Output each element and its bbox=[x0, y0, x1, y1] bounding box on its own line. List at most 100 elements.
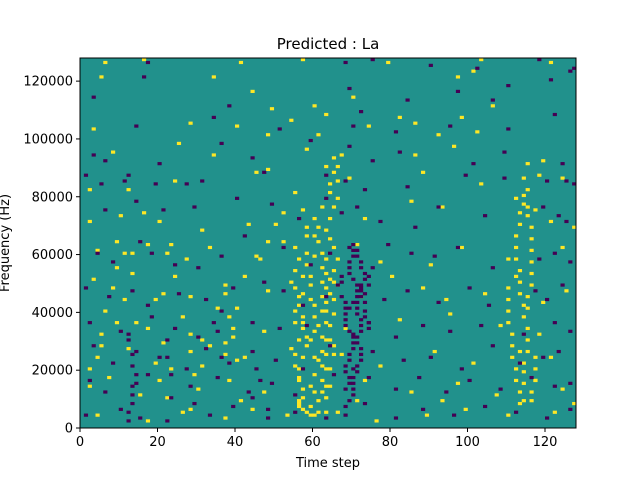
heatmap-cell-high bbox=[266, 289, 271, 293]
heatmap-cell-high bbox=[300, 58, 306, 62]
heatmap-cell-high bbox=[266, 167, 271, 172]
heatmap-cell-low bbox=[355, 295, 360, 299]
heatmap-cell-high bbox=[300, 407, 306, 411]
heatmap-cell-low bbox=[432, 254, 437, 258]
heatmap-cell-low bbox=[347, 399, 352, 403]
heatmap-cell-high bbox=[130, 251, 135, 255]
heatmap-cell-high bbox=[304, 234, 309, 238]
heatmap-cell-low bbox=[351, 335, 356, 339]
heatmap-cell-low bbox=[359, 266, 364, 270]
heatmap-cell-high bbox=[517, 349, 523, 354]
heatmap-cell-high bbox=[95, 413, 100, 417]
heatmap-cell-low bbox=[560, 283, 565, 287]
heatmap-cell-low bbox=[122, 179, 127, 183]
heatmap-cell-high bbox=[188, 295, 193, 299]
heatmap-cell-high bbox=[506, 413, 511, 417]
heatmap-cell-high bbox=[440, 205, 445, 209]
heatmap-cell-high bbox=[215, 306, 220, 310]
heatmap-cell-high bbox=[320, 309, 325, 313]
heatmap-cell-low bbox=[405, 185, 410, 189]
heatmap-cell-low bbox=[339, 295, 344, 299]
heatmap-cell-low bbox=[219, 254, 224, 258]
heatmap-cell-high bbox=[525, 214, 530, 218]
heatmap-cell-high bbox=[529, 248, 534, 252]
heatmap-cell-low bbox=[87, 378, 92, 383]
heatmap-cell-high bbox=[525, 349, 530, 354]
heatmap-cell-high bbox=[517, 292, 523, 296]
heatmap-cell-high bbox=[490, 104, 495, 108]
heatmap-cell-high bbox=[180, 315, 185, 319]
heatmap-cell-low bbox=[250, 349, 255, 354]
heatmap-cell-high bbox=[316, 358, 321, 362]
heatmap-cell-low bbox=[293, 410, 298, 414]
heatmap-cell-low bbox=[343, 323, 348, 328]
heatmap-cell-high bbox=[87, 219, 92, 224]
heatmap-cell-high bbox=[331, 205, 337, 209]
heatmap-cell-low bbox=[134, 349, 139, 354]
heatmap-cell-high bbox=[510, 355, 515, 359]
heatmap-cell-high bbox=[320, 266, 325, 270]
heatmap-cell-high bbox=[130, 271, 135, 276]
heatmap-cell-high bbox=[328, 190, 333, 195]
heatmap-cell-high bbox=[324, 384, 329, 388]
heatmap-cell-low bbox=[370, 349, 375, 354]
heatmap-cell-high bbox=[525, 326, 530, 331]
heatmap-cell-high bbox=[324, 271, 329, 276]
heatmap-cell-high bbox=[421, 286, 426, 290]
heatmap-cell-high bbox=[316, 133, 321, 137]
heatmap-cell-low bbox=[529, 375, 534, 380]
heatmap-cell-high bbox=[564, 289, 569, 293]
heatmap-cell-low bbox=[130, 289, 135, 293]
heatmap-cell-high bbox=[351, 95, 356, 99]
heatmap-cell-low bbox=[254, 367, 259, 371]
heatmap-cell-high bbox=[521, 361, 526, 365]
heatmap-cell-high bbox=[459, 245, 464, 250]
heatmap-cell-low bbox=[351, 375, 356, 380]
heatmap-cell-low bbox=[502, 150, 507, 154]
heatmap-cell-low bbox=[173, 263, 178, 267]
heatmap-cell-low bbox=[262, 280, 267, 284]
heatmap-cell-high bbox=[300, 396, 306, 400]
heatmap-cell-high bbox=[308, 283, 313, 287]
heatmap-cell-high bbox=[328, 367, 333, 371]
heatmap-cell-high bbox=[95, 355, 100, 359]
heatmap-cell-low bbox=[83, 413, 89, 417]
heatmap-cell-high bbox=[324, 286, 329, 290]
heatmap-cell-low bbox=[269, 202, 275, 206]
heatmap-cell-low bbox=[347, 271, 352, 276]
heatmap-cell-high bbox=[421, 170, 426, 174]
heatmap-cell-high bbox=[223, 341, 228, 345]
heatmap-cell-high bbox=[324, 352, 329, 357]
heatmap-cell-high bbox=[335, 179, 340, 183]
heatmap-cell-low bbox=[343, 404, 348, 409]
heatmap-cell-low bbox=[262, 170, 267, 174]
heatmap-cell-low bbox=[126, 410, 131, 414]
chart-title: Predicted : La bbox=[277, 35, 380, 53]
heatmap-cell-high bbox=[328, 237, 333, 241]
heatmap-cell-high bbox=[366, 124, 371, 128]
heatmap-cell-low bbox=[362, 271, 368, 276]
heatmap-cell-low bbox=[436, 300, 441, 304]
heatmap-cell-low bbox=[324, 416, 329, 420]
heatmap-cell-high bbox=[521, 202, 526, 206]
heatmap-cell-low bbox=[204, 347, 209, 351]
heatmap-cell-low bbox=[359, 347, 364, 351]
heatmap-cell-high bbox=[87, 188, 92, 192]
heatmap-cells bbox=[83, 58, 577, 423]
heatmap-cell-high bbox=[506, 297, 511, 302]
heatmap-cell-low bbox=[448, 329, 453, 333]
heatmap-cell-low bbox=[196, 266, 201, 270]
heatmap-cell-low bbox=[351, 367, 356, 371]
heatmap-cell-high bbox=[281, 240, 286, 244]
heatmap-cell-high bbox=[304, 147, 309, 151]
heatmap-cell-low bbox=[359, 289, 364, 293]
heatmap-cell-high bbox=[324, 396, 329, 400]
heatmap-cell-high bbox=[444, 297, 449, 302]
heatmap-cell-low bbox=[556, 349, 561, 354]
heatmap-cell-low bbox=[266, 416, 271, 420]
heatmap-cell-high bbox=[548, 60, 554, 65]
heatmap-cell-low bbox=[498, 387, 503, 391]
heatmap-cell-low bbox=[355, 254, 360, 258]
heatmap-cell-low bbox=[393, 387, 399, 391]
heatmap-cell-high bbox=[122, 297, 127, 302]
